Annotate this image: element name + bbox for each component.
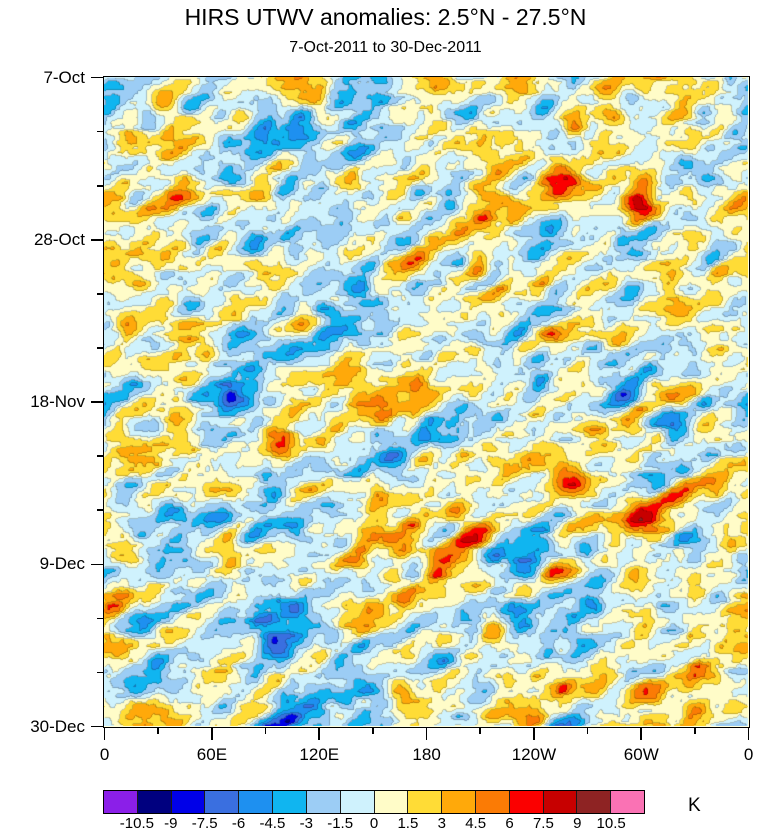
x-tick-major [103, 727, 106, 740]
colorbar-swatch [374, 791, 409, 813]
colorbar-tick-label: -4.5 [259, 815, 286, 832]
x-axis-label: 120E [299, 745, 340, 764]
y-axis-label: 9-Dec [39, 554, 85, 574]
colorbar-swatch [273, 791, 307, 813]
y-axis-label: 30-Dec [30, 716, 85, 736]
colorbar-tick-label: 10.5 [596, 815, 626, 832]
x-tick-minor [372, 727, 374, 734]
y-tick-major [91, 725, 104, 728]
x-axis-label: 60E [196, 745, 228, 764]
x-axis-label: 0 [743, 745, 754, 764]
x-axis-label: 180 [412, 745, 441, 764]
y-axis-label: 28-Oct [33, 229, 85, 249]
colorbar-swatch [137, 791, 172, 813]
colorbar-tick-label: 6 [505, 815, 514, 832]
colorbar-unit-label: K [688, 795, 701, 816]
colorbar-swatch [104, 791, 138, 813]
y-axis-label: 18-Nov [30, 392, 85, 412]
colorbar-tick-label: 7.5 [532, 815, 554, 832]
x-axis-label: 60W [623, 745, 659, 764]
colorbar-tick-label: 0 [369, 815, 379, 832]
y-tick-minor [97, 509, 104, 512]
y-axis-label: 7-Oct [43, 67, 85, 87]
y-tick-major [91, 401, 104, 403]
colorbar-tick-label: -6 [231, 815, 246, 832]
colorbar-swatch [543, 791, 578, 813]
colorbar-swatch [509, 791, 544, 813]
x-axis-label: 0 [99, 745, 110, 764]
page-subtitle: 7-Oct-2011 to 30-Dec-2011 [289, 39, 482, 56]
colorbar-tick-label: 9 [573, 815, 582, 832]
colorbar [103, 790, 645, 814]
colorbar-tick-label: 4.5 [465, 815, 487, 832]
colorbar-tick-label: -9 [164, 815, 178, 832]
contour-field [104, 77, 748, 726]
plot-area [103, 76, 750, 728]
colorbar-tick-label: -1.5 [327, 815, 354, 832]
colorbar-tick-label: -7.5 [191, 815, 218, 832]
y-tick-minor [97, 347, 104, 349]
x-tick-minor [157, 727, 160, 734]
colorbar-swatch [340, 791, 375, 813]
colorbar-swatch [577, 791, 612, 813]
y-tick-major [91, 563, 104, 566]
y-tick-minor [97, 130, 104, 133]
colorbar-swatch [408, 791, 443, 813]
y-tick-minor [97, 455, 104, 457]
x-tick-major [211, 727, 213, 740]
page-title: HIRS UTWV anomalies: 2.5°N - 27.5°N [184, 4, 587, 30]
y-tick-minor [97, 671, 104, 674]
colorbar-tick-label: -3 [299, 815, 313, 832]
x-tick-major [425, 727, 428, 740]
x-tick-major [318, 727, 321, 740]
y-tick-minor [97, 617, 104, 620]
x-tick-major [533, 727, 535, 740]
y-tick-minor [97, 184, 104, 187]
colorbar-tick-label: -10.5 [119, 815, 154, 832]
colorbar-swatch [475, 791, 510, 813]
x-tick-major [640, 727, 643, 740]
x-tick-minor [264, 727, 267, 734]
colorbar-swatch [205, 791, 240, 813]
colorbar-swatch [171, 791, 206, 813]
colorbar-tick-label: 3 [437, 815, 446, 832]
x-tick-major [747, 727, 750, 740]
x-tick-minor [479, 727, 482, 734]
x-tick-minor [694, 727, 696, 734]
y-tick-minor [97, 293, 104, 295]
colorbar-swatch [442, 791, 476, 813]
x-axis-label: 120W [511, 745, 557, 764]
x-tick-minor [586, 727, 589, 734]
colorbar-swatch [611, 791, 644, 813]
y-tick-major [91, 76, 104, 79]
y-tick-major [91, 239, 104, 241]
colorbar-swatch [306, 791, 341, 813]
colorbar-swatch [239, 791, 274, 813]
colorbar-tick-label: 1.5 [397, 815, 419, 832]
